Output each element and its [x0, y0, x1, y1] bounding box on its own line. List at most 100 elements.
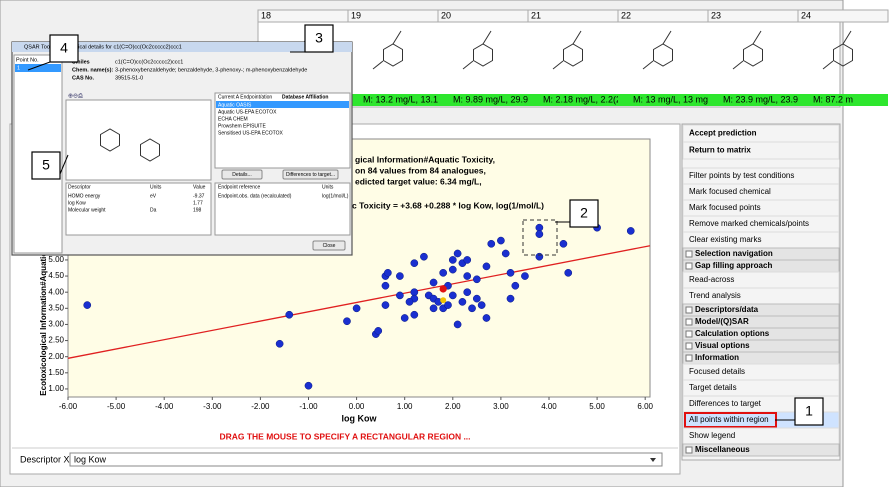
structure-bond: [642, 60, 654, 70]
y-tick-label: 1.50: [48, 368, 64, 377]
data-point: [463, 288, 472, 297]
value-text: M: 23.9 mg/L, 23.9(: [723, 94, 801, 104]
y-tick-label: 3.00: [48, 320, 64, 329]
db-selected: [216, 101, 349, 108]
data-point: [374, 327, 383, 335]
plot-info: edicted target value: 6.34 mg/L,: [355, 176, 482, 186]
data-point: [304, 381, 313, 390]
data-point: [384, 268, 392, 277]
callout-box: [49, 34, 79, 63]
table-cell: eV: [150, 193, 157, 199]
data-point: [535, 252, 544, 261]
data-point: [448, 265, 457, 274]
data-point: [626, 227, 635, 235]
callout-number: 4: [60, 40, 68, 56]
column-number: 22: [621, 10, 631, 20]
x-tick-label: -3.00: [203, 402, 222, 411]
menu-section-label: Gap filling approach: [695, 261, 772, 270]
structure: [743, 43, 763, 67]
list-header: Point No.: [16, 57, 39, 63]
structure-bond: [392, 30, 402, 45]
field-value: 3-phenoxybenzaldehyde; benzaldehyde, 3-p…: [115, 67, 307, 73]
descriptor-label: Descriptor X:: [20, 454, 72, 464]
x-tick-label: -1.00: [299, 402, 318, 411]
callout-pointer: [59, 154, 69, 175]
data-point: [352, 304, 361, 313]
data-point: [448, 291, 457, 300]
target-point: [439, 285, 447, 293]
data-point: [453, 320, 462, 329]
expand-box: [685, 354, 693, 362]
table-cell: Da: [150, 207, 157, 213]
data-point: [410, 259, 419, 268]
value-text: M: 2.18 mg/L, 2.2(2: [543, 94, 621, 104]
column-header: [527, 9, 619, 23]
value-text: M: 87.2 m: [813, 94, 853, 104]
menu-item-label: Return to matrix: [689, 146, 751, 155]
menu-item-label: Filter points by test conditions: [689, 171, 794, 180]
plot-info: on 84 values from 84 analogues,: [355, 165, 486, 175]
table-header: Descriptor: [68, 184, 91, 190]
menu-item[interactable]: [682, 141, 840, 160]
y-tick-label: 2.50: [48, 336, 64, 345]
menu-section[interactable]: [682, 443, 840, 457]
data-point: [400, 314, 409, 322]
data-point: [487, 239, 496, 248]
table-cell: Endpoint.obs. data (recalculated): [218, 193, 292, 199]
menu-item-label: Mark focused points: [689, 203, 761, 212]
structure: [100, 128, 120, 152]
table-header: Value: [193, 184, 206, 190]
value-text: M: 13.2 mg/L, 13.1(: [363, 94, 441, 104]
structure: [140, 138, 160, 162]
structure-bond: [732, 60, 744, 70]
descriptor-dropdown[interactable]: [69, 452, 663, 467]
callout-box: [304, 24, 334, 53]
tab[interactable]: Current A Endpoint/ation: [218, 94, 272, 100]
menu-section-label: Model/(Q)SAR: [695, 317, 749, 326]
expand-box: [685, 330, 693, 338]
db-item: Aquatic OASIS: [218, 102, 252, 108]
data-point: [429, 304, 438, 313]
data-point: [521, 272, 529, 280]
data-point: [453, 249, 462, 258]
menu-item-label: Mark focused chemical: [689, 187, 771, 196]
data-point: [444, 301, 452, 309]
column-number: 18: [261, 10, 271, 20]
structure-bond: [372, 60, 384, 70]
structure-bond: [822, 60, 834, 70]
data-point: [463, 272, 472, 280]
menu-item-label: Clear existing marks: [689, 235, 761, 244]
structure: [473, 43, 493, 67]
value-text: M: 9.89 mg/L, 29.9: [453, 94, 528, 104]
value-cell: [618, 94, 708, 106]
tab[interactable]: Database Affiliation: [282, 94, 329, 100]
data-point: [559, 239, 568, 248]
button[interactable]: [282, 169, 339, 180]
y-axis-label: Ecotoxicological Information#Aquatic Tox…: [39, 220, 48, 396]
column-number: 21: [531, 10, 541, 20]
button[interactable]: [312, 240, 346, 251]
data-point: [482, 262, 491, 271]
data-point: [275, 339, 284, 348]
db-item: ECHA CHEM: [218, 116, 248, 122]
structure-bond: [842, 30, 852, 45]
menu-section-label: Selection navigation: [695, 249, 773, 258]
data-point: [506, 268, 515, 277]
column-number: 23: [711, 10, 721, 20]
menu-item-label: Remove marked chemicals/points: [689, 219, 809, 228]
value-cell: [528, 94, 618, 106]
menu-item-label: Focused details: [689, 367, 745, 376]
x-tick-label: 5.00: [589, 402, 605, 411]
callout-box: [569, 199, 599, 228]
descriptor-table: [65, 182, 212, 236]
structure-bond: [552, 60, 564, 70]
structure-panel: [65, 99, 212, 181]
button[interactable]: [221, 169, 263, 180]
expand-box: [685, 342, 693, 350]
data-point: [511, 281, 520, 290]
column-number: 20: [441, 10, 451, 20]
data-point: [468, 304, 476, 313]
button-label: Close: [323, 243, 336, 249]
data-point: [497, 236, 505, 245]
descriptor-value: log Kow: [74, 454, 107, 464]
